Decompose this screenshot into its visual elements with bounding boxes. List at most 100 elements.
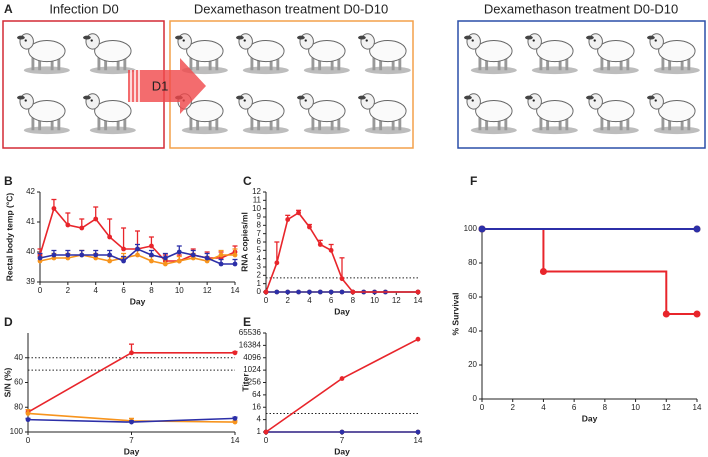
data-point: [693, 225, 701, 233]
data-point: [339, 429, 345, 435]
data-point: [79, 225, 85, 231]
y-axis-label: S/N (%): [2, 367, 12, 397]
y-tick-label: 1: [257, 279, 262, 288]
y-tick-label: 256: [248, 378, 262, 387]
x-tick-label: 14: [414, 296, 423, 305]
data-point: [121, 246, 126, 252]
y-tick-label: 40: [14, 353, 23, 362]
x-tick-label: 0: [264, 296, 269, 305]
x-tick-label: 0: [264, 436, 269, 445]
data-point: [415, 429, 421, 435]
group-title: Dexamethason treatment D0-D10: [194, 1, 388, 16]
x-axis-label: Day: [334, 306, 350, 316]
series-line: [265, 338, 419, 433]
x-tick-label: 4: [307, 296, 312, 305]
y-tick-label: 4: [257, 254, 262, 263]
group-box: [457, 20, 706, 149]
x-tick-label: 10: [631, 403, 640, 412]
y-tick-label: 42: [26, 187, 35, 196]
data-point: [478, 225, 486, 233]
x-tick-label: 7: [129, 436, 134, 445]
y-tick-label: 0: [473, 394, 478, 403]
y-axis-label: RNA copies/ml: [239, 212, 249, 272]
data-point: [285, 217, 291, 222]
y-tick-label: 16: [252, 402, 261, 411]
y-tick-label: 1: [257, 427, 262, 436]
data-point: [415, 289, 421, 295]
y-tick-label: 0: [257, 287, 262, 296]
y-tick-label: 4096: [243, 353, 261, 362]
data-point: [176, 249, 182, 255]
data-point: [274, 289, 280, 295]
x-axis-label: Day: [582, 413, 598, 423]
y-tick-label: 41: [26, 217, 35, 226]
panel-label: A: [4, 2, 13, 16]
data-point: [51, 252, 57, 258]
data-point: [129, 350, 134, 356]
data-point: [274, 260, 280, 266]
x-tick-label: 0: [38, 286, 43, 295]
series-line: [482, 228, 697, 315]
group-control: Dexamethason treatment D0-D10: [457, 1, 706, 149]
y-tick-label: 100: [10, 427, 24, 436]
y-tick-label: 60: [468, 292, 477, 301]
data-point: [317, 242, 323, 247]
y-tick-label: 20: [468, 360, 477, 369]
panel: B 0 2 4 6 8 10 12 14 39 40 41 42 Day Rectal body temp …: [4, 174, 240, 306]
y-tick-label: 9: [257, 212, 262, 221]
x-tick-label: 14: [231, 286, 240, 295]
data-point: [232, 350, 238, 356]
y-tick-label: 39: [26, 277, 35, 286]
y-tick-label: 7: [257, 229, 262, 238]
x-tick-label: 2: [66, 286, 71, 295]
panel-label: B: [4, 174, 13, 188]
y-tick-label: 3: [257, 262, 262, 271]
data-point: [107, 234, 113, 240]
data-point: [693, 310, 701, 318]
data-point: [415, 336, 421, 342]
group-title: Infection D0: [49, 1, 118, 16]
data-point: [539, 268, 547, 275]
data-point: [25, 411, 31, 416]
y-tick-label: 100: [464, 224, 478, 233]
data-point: [162, 261, 168, 267]
x-tick-label: 6: [329, 296, 334, 305]
y-tick-label: 11: [253, 195, 262, 204]
data-point: [317, 289, 323, 295]
data-point: [176, 258, 182, 264]
data-point: [162, 255, 168, 261]
data-point: [107, 252, 113, 258]
data-point: [65, 222, 71, 228]
y-tick-label: 80: [468, 258, 477, 267]
x-tick-label: 12: [203, 286, 212, 295]
x-tick-label: 12: [662, 403, 671, 412]
x-tick-label: 8: [603, 403, 608, 412]
data-point: [37, 255, 43, 261]
series-line: [265, 211, 418, 293]
x-tick-label: 2: [510, 403, 515, 412]
data-point: [339, 376, 345, 381]
panel-label: E: [243, 315, 251, 329]
data-point: [93, 252, 99, 258]
data-point: [232, 252, 238, 258]
data-point: [328, 247, 334, 253]
x-tick-label: 0: [26, 436, 31, 445]
data-point: [79, 252, 85, 258]
data-point: [65, 252, 71, 258]
y-axis-label: Titer: [240, 373, 250, 392]
x-tick-label: 14: [693, 403, 702, 412]
panel-label: C: [243, 174, 252, 188]
x-tick-label: 10: [175, 286, 184, 295]
series-line: [27, 352, 235, 413]
y-tick-label: 12: [252, 187, 261, 196]
y-axis-label: % Survival: [450, 293, 460, 336]
data-point: [129, 419, 134, 425]
y-tick-label: 2: [257, 270, 262, 279]
y-tick-label: 1024: [243, 365, 261, 374]
y-tick-label: 40: [26, 247, 35, 256]
x-tick-label: 4: [541, 403, 546, 412]
data-point: [25, 417, 31, 423]
